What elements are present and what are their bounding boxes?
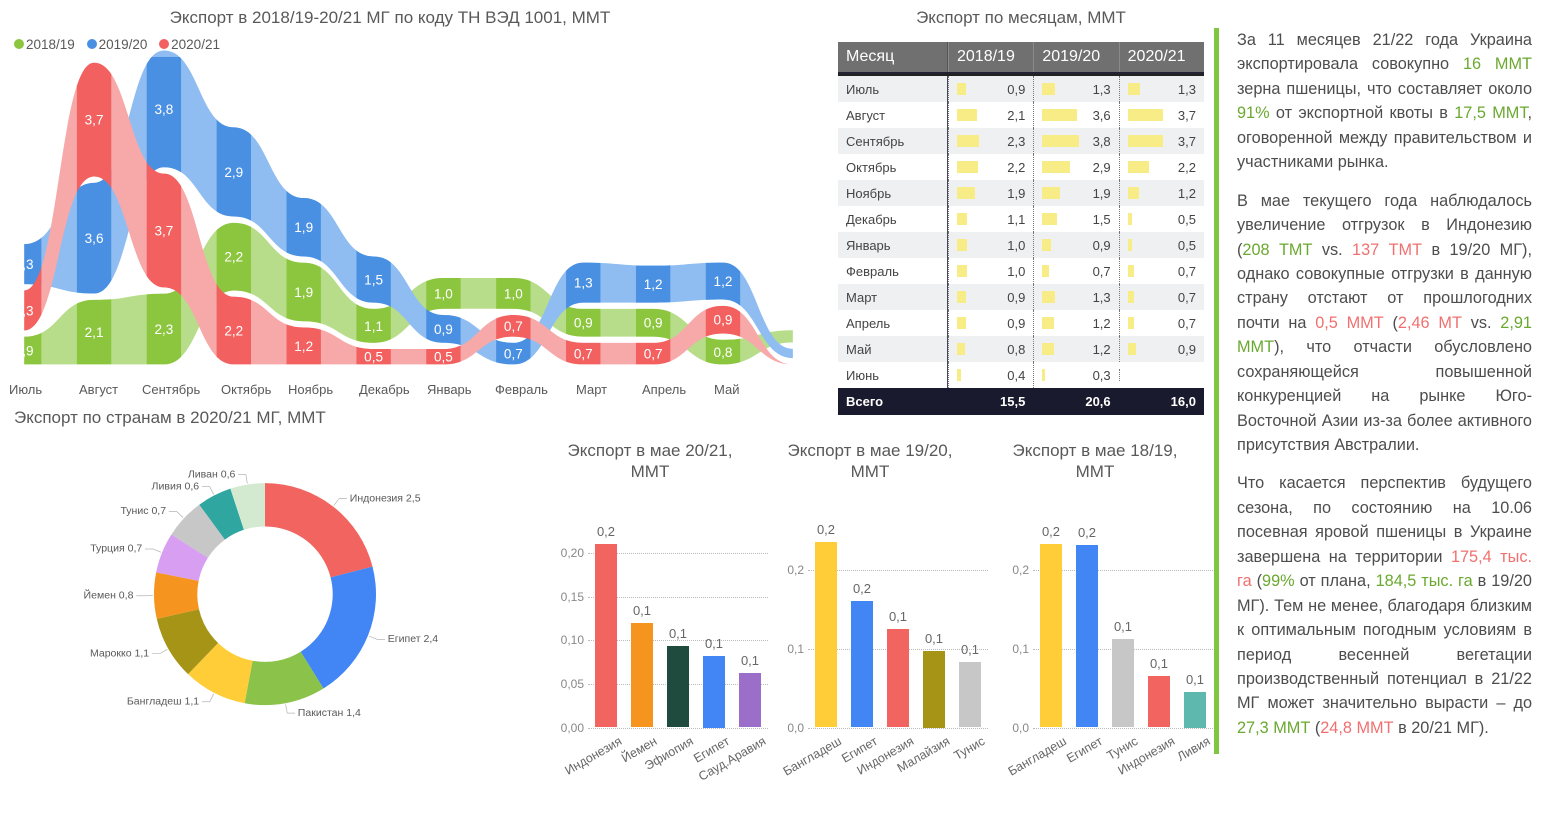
svg-text:0,7: 0,7 [504, 347, 523, 362]
svg-text:0,8: 0,8 [714, 345, 733, 360]
svg-text:2,9: 2,9 [224, 165, 243, 180]
svg-text:0,9: 0,9 [434, 322, 453, 337]
svg-text:Турция 0,7: Турция 0,7 [90, 543, 142, 555]
svg-text:Египет 2,4: Египет 2,4 [388, 633, 438, 645]
svg-text:1,9: 1,9 [294, 220, 313, 235]
svg-text:1,9: 1,9 [294, 285, 313, 300]
svg-text:1,2: 1,2 [294, 339, 313, 354]
svg-text:Ливия 0,6: Ливия 0,6 [152, 480, 200, 492]
svg-text:2,3: 2,3 [154, 322, 173, 337]
svg-text:1,0: 1,0 [434, 286, 453, 301]
svg-text:1,3: 1,3 [15, 257, 34, 272]
svg-text:1,2: 1,2 [714, 274, 733, 289]
svg-text:0,9: 0,9 [574, 316, 593, 331]
svg-text:2,1: 2,1 [85, 325, 104, 340]
svg-text:Йемен 0,8: Йемен 0,8 [84, 589, 134, 602]
svg-text:0,7: 0,7 [644, 347, 663, 362]
svg-text:0,5: 0,5 [434, 350, 453, 365]
svg-text:0,7: 0,7 [574, 347, 593, 362]
svg-text:Пакистан 1,4: Пакистан 1,4 [298, 707, 361, 719]
svg-text:1,3: 1,3 [15, 303, 34, 318]
svg-text:3,7: 3,7 [85, 113, 104, 128]
svg-text:1,0: 1,0 [504, 286, 523, 301]
svg-text:0,5: 0,5 [364, 350, 383, 365]
svg-text:1,2: 1,2 [644, 277, 663, 292]
svg-text:Марокко 1,1: Марокко 1,1 [90, 647, 149, 659]
svg-text:3,6: 3,6 [85, 231, 104, 246]
svg-text:Тунис 0,7: Тунис 0,7 [120, 505, 166, 517]
svg-text:1,3: 1,3 [574, 276, 593, 291]
svg-text:0,7: 0,7 [504, 319, 523, 334]
svg-text:1,1: 1,1 [364, 319, 383, 334]
svg-text:0,9: 0,9 [714, 313, 733, 328]
svg-text:Ливан 0,6: Ливан 0,6 [188, 468, 236, 480]
svg-text:1,5: 1,5 [364, 272, 383, 287]
svg-text:0,9: 0,9 [15, 344, 34, 359]
svg-text:3,8: 3,8 [154, 102, 173, 117]
svg-text:Индонезия 2,5: Индонезия 2,5 [350, 492, 421, 504]
svg-text:Бангладеш 1,1: Бангладеш 1,1 [127, 695, 199, 707]
svg-text:2,2: 2,2 [224, 324, 243, 339]
svg-text:2,2: 2,2 [224, 250, 243, 265]
svg-text:3,7: 3,7 [154, 223, 173, 238]
svg-text:0,9: 0,9 [644, 316, 663, 331]
